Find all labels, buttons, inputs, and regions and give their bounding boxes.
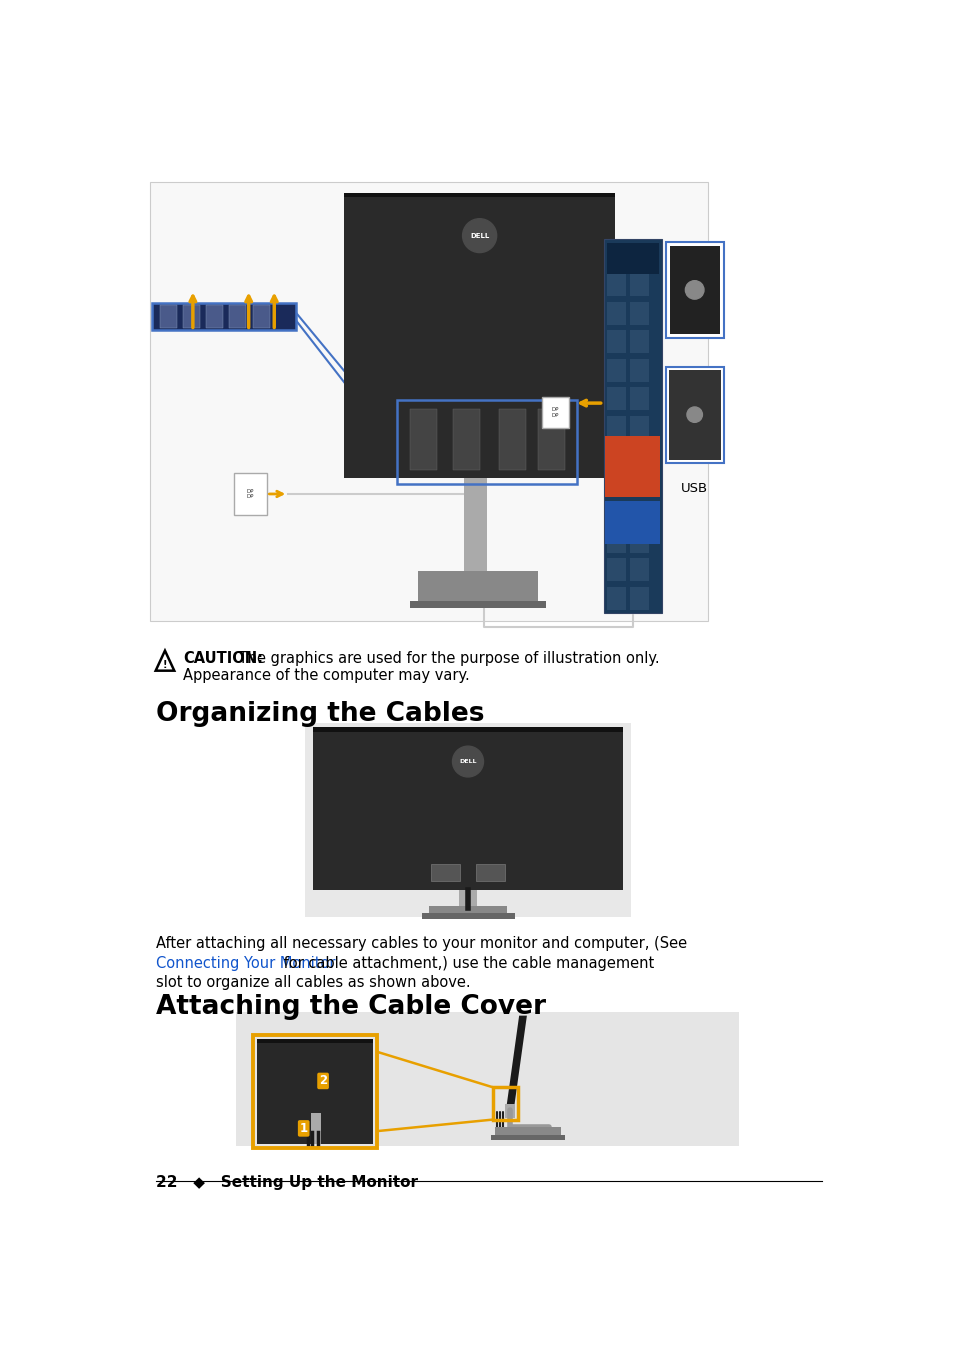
Bar [629,274,649,297]
Bar [665,367,723,463]
Bar [606,558,625,581]
Bar [429,906,506,915]
Bar [150,181,707,620]
Bar [629,529,649,552]
Bar [606,586,625,609]
Bar [253,1034,377,1148]
Text: 22   ◆   Setting Up the Monitor: 22 ◆ Setting Up the Monitor [155,1175,417,1190]
Bar [417,570,537,601]
Bar [505,1105,514,1118]
Text: DP
DP: DP DP [551,408,558,418]
Bar [629,416,649,439]
Bar [606,444,625,467]
Bar [493,1087,517,1120]
Bar [629,501,649,524]
Circle shape [686,408,701,422]
Bar [606,244,658,274]
Bar [629,302,649,325]
Bar [159,305,176,328]
Bar [606,387,625,410]
Text: !: ! [163,659,167,669]
Text: Organizing the Cables: Organizing the Cables [155,701,484,727]
Bar [606,473,625,496]
Circle shape [684,280,703,299]
Bar [344,194,615,478]
Bar [606,529,625,552]
Bar [606,330,625,353]
Bar [541,397,568,428]
Bar [396,399,576,485]
Bar [410,601,545,608]
Bar [476,864,505,881]
Text: After attaching all necessary cables to your monitor and computer, (See: After attaching all necessary cables to … [155,937,686,952]
Bar [257,1039,373,1144]
Text: DELL: DELL [470,233,489,238]
Bar [452,409,479,470]
Bar [311,1113,320,1144]
Bar [313,727,622,731]
Bar [606,274,625,297]
Bar [183,305,199,328]
Bar [669,245,720,334]
Bar [313,727,622,890]
Bar [305,723,630,917]
Text: Appearance of the computer may vary.: Appearance of the computer may vary. [183,669,469,684]
Bar [629,586,649,609]
Bar [235,1011,739,1145]
Bar [464,478,487,570]
Bar [629,558,649,581]
Bar [606,302,625,325]
Bar [606,501,625,524]
Circle shape [452,746,483,777]
Bar [206,305,223,328]
Bar [629,330,649,353]
Bar [665,242,723,338]
Bar [629,444,649,467]
Bar [421,913,514,918]
Text: The graphics are used for the purpose of illustration only.: The graphics are used for the purpose of… [233,651,659,666]
Bar [629,473,649,496]
Bar [604,436,659,497]
Bar [229,305,246,328]
Text: DELL: DELL [458,760,476,764]
Text: 1: 1 [299,1122,308,1135]
Text: DP
DP: DP DP [246,489,253,500]
Bar [458,890,476,907]
Bar [604,501,659,543]
Bar [257,1039,373,1043]
Text: 2: 2 [318,1075,327,1087]
Bar [606,416,625,439]
Text: Attaching the Cable Cover: Attaching the Cable Cover [155,994,545,1020]
Bar [410,409,436,470]
Bar [629,359,649,382]
Text: slot to organize all cables as shown above.: slot to organize all cables as shown abo… [155,975,470,990]
Circle shape [462,219,497,253]
Bar [431,864,459,881]
Text: Connecting Your Monitor: Connecting Your Monitor [155,956,335,971]
Bar [253,305,270,328]
Bar [152,303,295,330]
Bar [233,473,266,515]
Bar [491,1135,564,1140]
Bar [629,387,649,410]
Bar [344,194,615,198]
Bar [606,359,625,382]
Text: CAUTION:: CAUTION: [183,651,262,666]
Bar [668,370,720,460]
Bar [495,1127,560,1136]
Text: for cable attachment,) use the cable management: for cable attachment,) use the cable man… [278,956,653,971]
Bar [537,409,564,470]
Polygon shape [505,1016,526,1116]
Bar [498,409,525,470]
Bar [603,240,661,613]
Text: USB: USB [680,482,707,496]
